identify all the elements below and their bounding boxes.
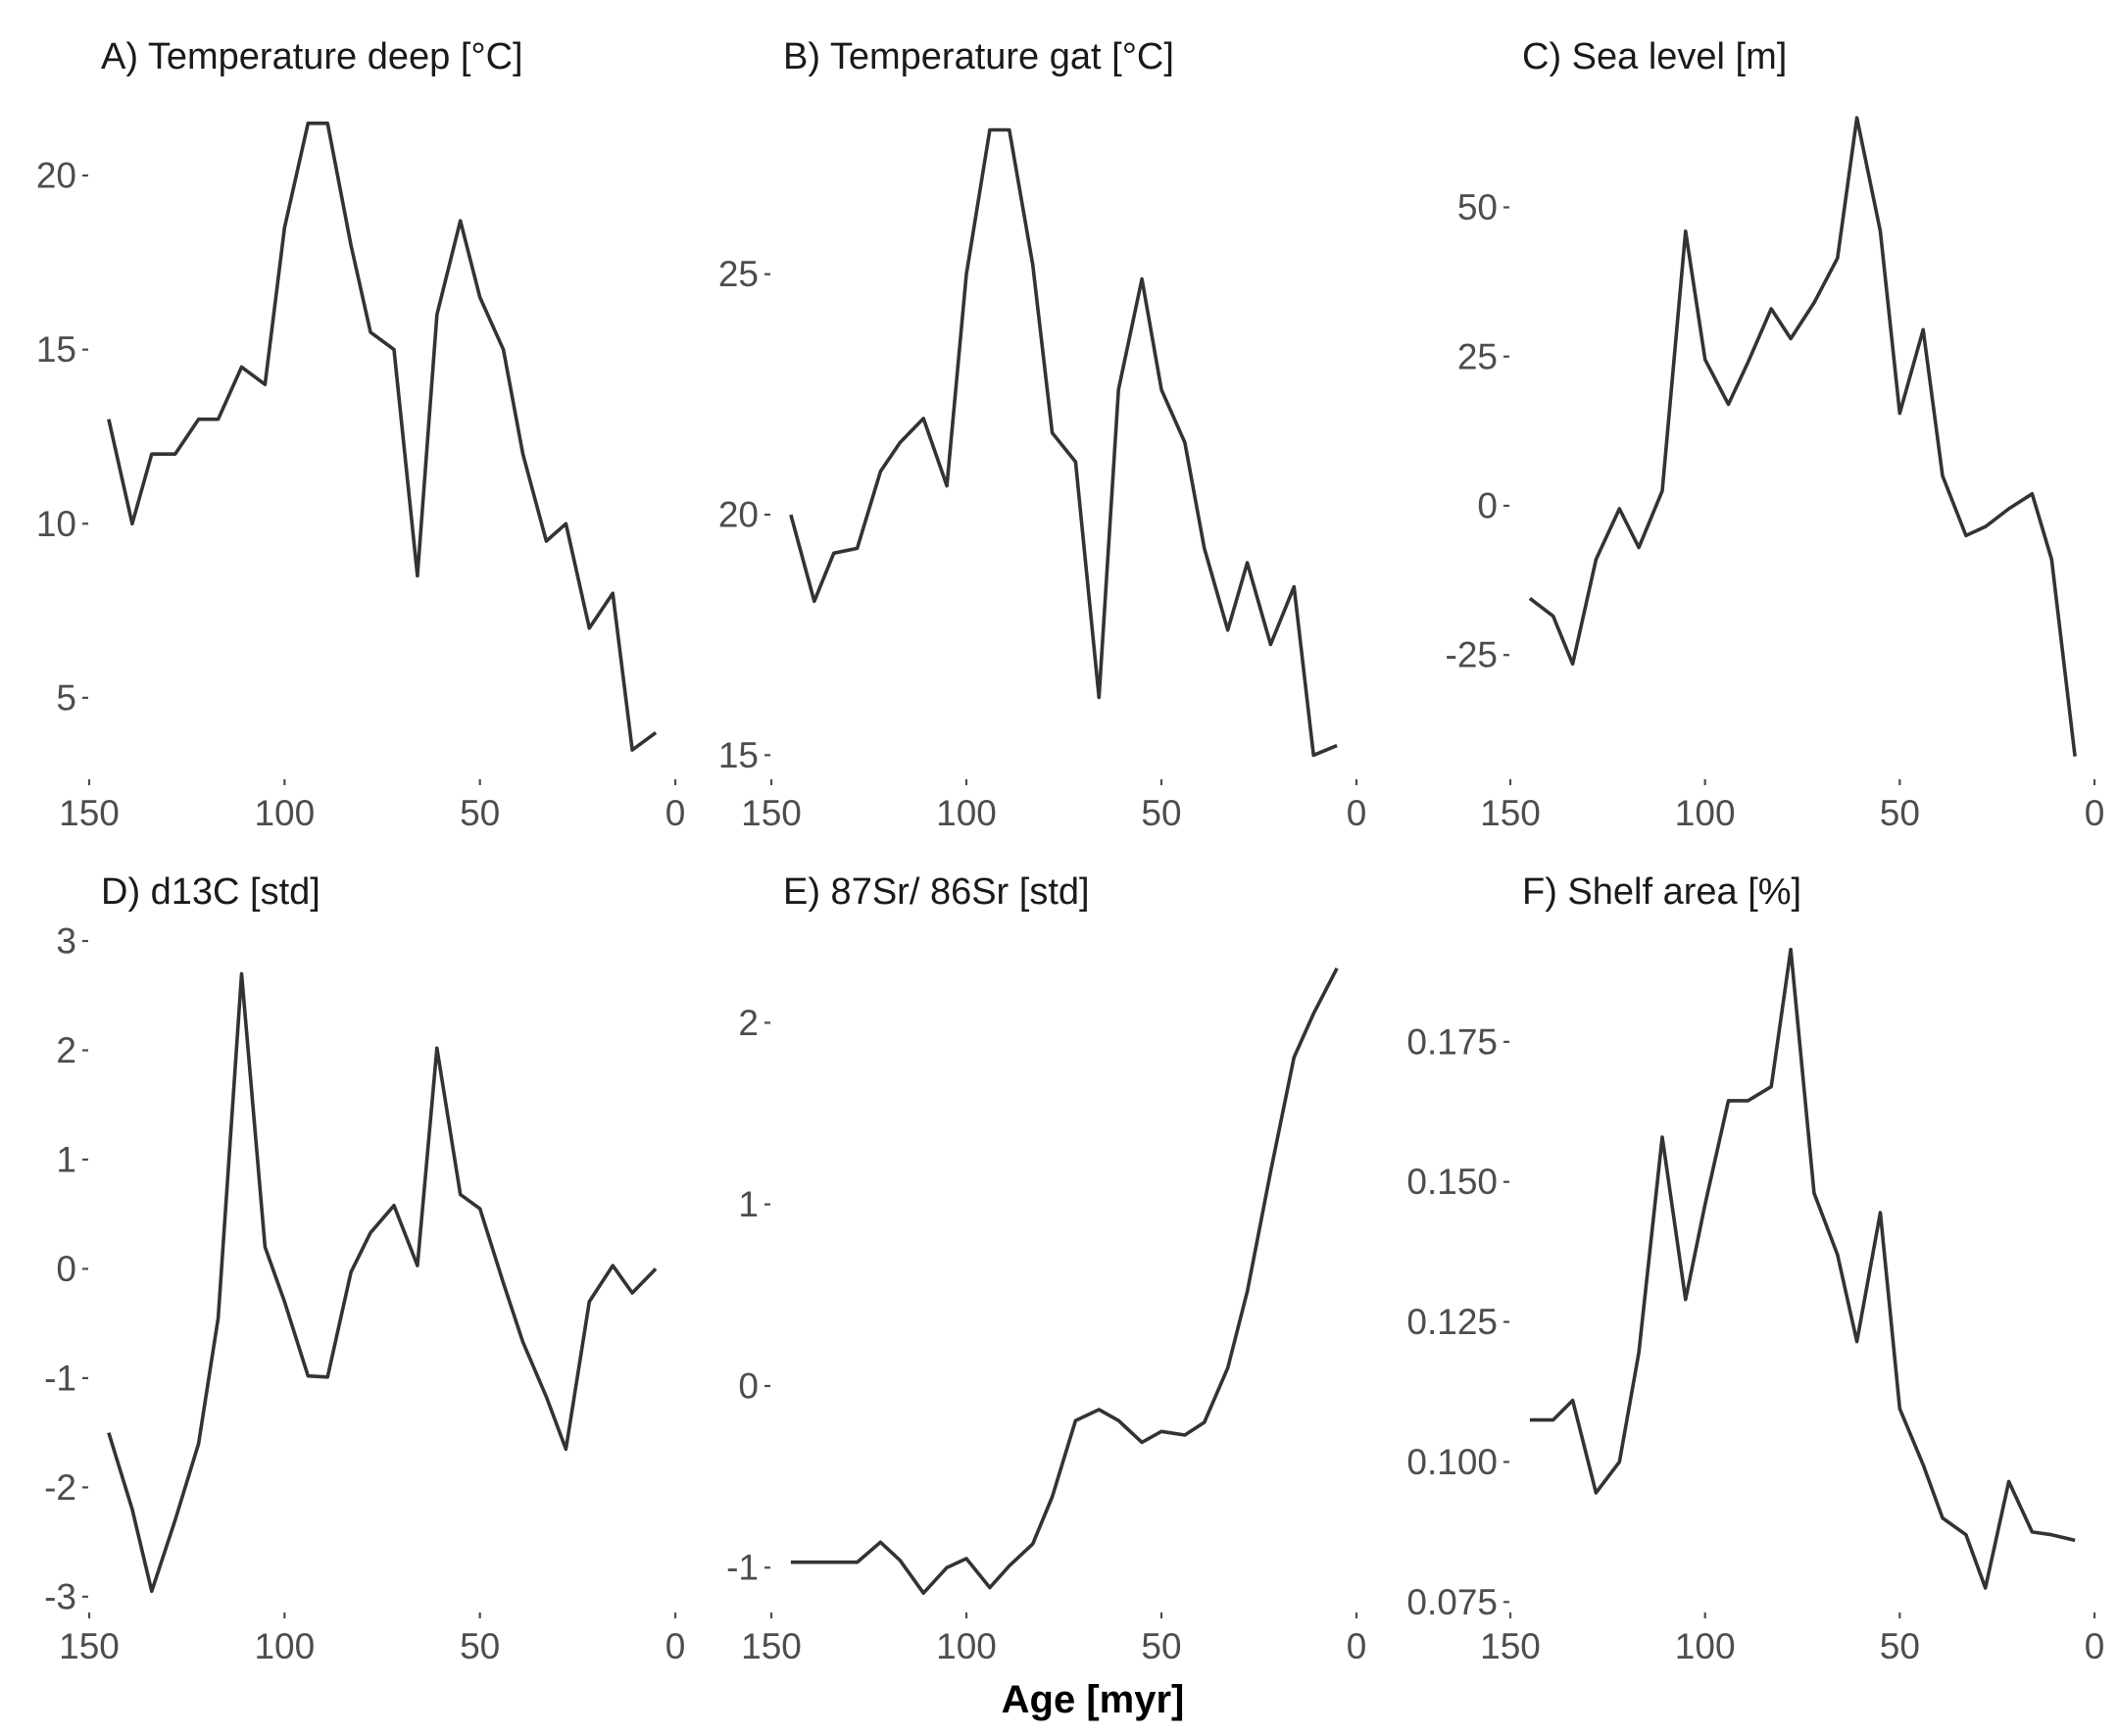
panel-a-series-line [107,122,658,752]
panel-a-y-tick-label: 20 [36,156,76,196]
panel-f-x-tick-label: 50 [1880,1626,1920,1666]
panel-a: A) Temperature deep [°C] 5 10 15 20 150 100 50 0 [36,36,685,833]
panel-d: D) d13C [std] -3 -2 -1 0 1 2 3 150 100 50 0 [44,871,685,1666]
panel-c-x-tick-label: 50 [1880,793,1920,833]
panel-a-title: A) Temperature deep [°C] [101,36,523,77]
panel-f-y-tick-label: 0.100 [1406,1442,1498,1482]
panel-c-title: C) Sea level [m] [1522,36,1787,77]
panel-a-x-tick-label: 100 [254,793,315,833]
panel-f-y-tick-label: 0.150 [1406,1162,1498,1202]
panel-d-y-tick-label: 1 [56,1139,76,1179]
panel-a-y-tick-label: 5 [56,677,76,718]
panel-f-x-tick-label: 150 [1480,1626,1541,1666]
x-axis-title: Age [myr] [1002,1678,1185,1721]
panel-d-title: D) d13C [std] [101,871,320,913]
panel-e: E) 87Sr/ 86Sr [std] -1 0 1 2 150 100 50 0 [726,871,1366,1666]
panel-c: C) Sea level [m] -25 0 25 50 150 100 50 0 [1446,36,2105,833]
panel-b-series-line [789,127,1338,758]
panel-c-x-tick-label: 0 [2085,793,2105,833]
panel-d-x-tick-label: 150 [59,1626,120,1666]
panel-a-x-tick-label: 0 [665,793,686,833]
panel-d-y-tick-label: 0 [56,1249,76,1289]
panel-a-x-tick-label: 50 [460,793,500,833]
panel-d-series-line [107,971,658,1594]
panel-e-series-line [790,967,1339,1595]
panel-e-x-tick-label: 0 [1347,1626,1367,1666]
panel-b-x-tick-label: 50 [1141,793,1181,833]
panel-b-x-tick-label: 100 [936,793,997,833]
panel-c-series-line [1528,116,2077,757]
panel-c-y-tick-label: 0 [1477,485,1498,525]
panel-b-y-tick-label: 20 [718,495,759,535]
panel-f-y-tick-label: 0.075 [1406,1582,1498,1622]
panel-b-x-tick-label: 150 [741,793,802,833]
panel-c-y-tick-label: -25 [1446,635,1498,675]
panel-f-title: F) Shelf area [%] [1522,871,1801,913]
panel-d-x-tick-label: 50 [460,1626,500,1666]
panel-d-x-tick-label: 0 [665,1626,686,1666]
panel-f-x-tick-label: 0 [2085,1626,2105,1666]
panel-b-y-tick-label: 15 [718,735,759,775]
panel-e-x-tick-label: 150 [741,1626,802,1666]
panel-e-y-tick-label: -1 [726,1548,759,1588]
panel-c-y-tick-label: 25 [1457,336,1498,376]
panel-e-x-tick-label: 100 [936,1626,997,1666]
panel-f-x-tick-label: 100 [1675,1626,1736,1666]
panel-b-x-tick-label: 0 [1347,793,1367,833]
panel-b: B) Temperature gat [°C] 15 20 25 150 100 50 0 [718,36,1366,833]
panel-d-y-tick-label: 2 [56,1030,76,1070]
panel-e-y-tick-label: 2 [738,1003,759,1043]
panel-e-x-tick-label: 50 [1141,1626,1181,1666]
panel-f-y-tick-label: 0.175 [1406,1021,1498,1062]
panel-f-series-line [1529,947,2076,1590]
panel-a-y-tick-label: 15 [36,329,76,370]
panel-e-y-tick-label: 0 [738,1365,759,1406]
panel-d-x-tick-label: 100 [254,1626,315,1666]
panel-d-y-tick-label: -3 [44,1576,76,1616]
panel-d-y-tick-label: -1 [44,1358,76,1398]
panel-e-title: E) 87Sr/ 86Sr [std] [783,871,1090,913]
panel-b-title: B) Temperature gat [°C] [783,36,1174,77]
panel-c-x-tick-label: 100 [1675,793,1736,833]
panel-f-y-tick-label: 0.125 [1406,1302,1498,1342]
panel-c-y-tick-label: 50 [1457,187,1498,227]
panel-d-y-tick-label: 3 [56,921,76,962]
panel-a-x-tick-label: 150 [59,793,120,833]
panel-f: F) Shelf area [%] 0.075 0.100 0.125 0.150 0.1… [1406,871,2104,1666]
panel-b-y-tick-label: 25 [718,254,759,294]
panel-e-y-tick-label: 1 [738,1184,759,1224]
panel-a-y-tick-label: 10 [36,504,76,544]
panel-c-x-tick-label: 150 [1480,793,1541,833]
panel-d-y-tick-label: -2 [44,1467,76,1508]
